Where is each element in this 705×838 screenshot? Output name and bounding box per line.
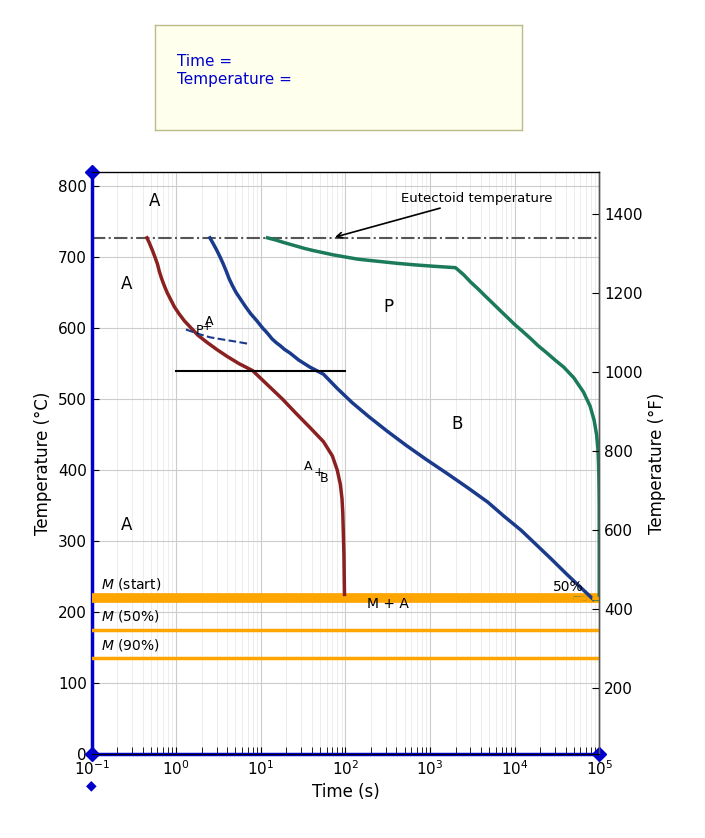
Text: P: P — [384, 298, 393, 317]
Text: A: A — [304, 460, 312, 473]
X-axis label: Time (s): Time (s) — [312, 784, 379, 801]
Text: ◆: ◆ — [86, 779, 97, 792]
Text: Time =
Temperature =: Time = Temperature = — [177, 54, 292, 87]
Text: M + A: M + A — [367, 597, 409, 611]
Text: $M$ (start): $M$ (start) — [102, 577, 161, 592]
Text: P: P — [196, 324, 203, 338]
Text: A: A — [205, 315, 214, 328]
Text: B: B — [320, 472, 329, 485]
Y-axis label: Temperature (°C): Temperature (°C) — [35, 391, 52, 535]
Text: $M$ (50%): $M$ (50%) — [102, 608, 160, 624]
Text: A: A — [149, 192, 160, 210]
Text: A: A — [121, 516, 132, 535]
Text: $M$ (90%): $M$ (90%) — [102, 637, 160, 653]
Text: B: B — [452, 415, 463, 433]
Text: +: + — [202, 320, 212, 334]
Y-axis label: Temperature (°F): Temperature (°F) — [648, 392, 666, 534]
Text: +: + — [314, 466, 324, 478]
Text: A: A — [121, 275, 132, 293]
Text: 50%: 50% — [553, 580, 583, 594]
Text: Eutectoid temperature: Eutectoid temperature — [337, 192, 552, 238]
